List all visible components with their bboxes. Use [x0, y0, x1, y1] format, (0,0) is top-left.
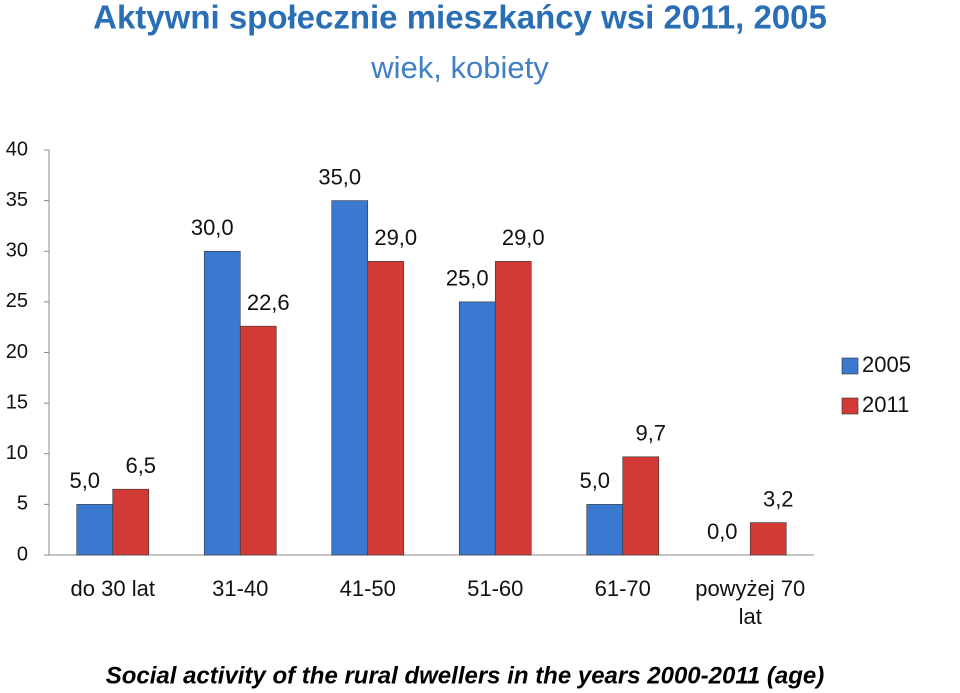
- bar: [76, 504, 114, 556]
- y-tick-label: 25: [6, 290, 28, 312]
- bar: [112, 488, 150, 556]
- y-tick-label: 40: [6, 138, 28, 160]
- value-label: 3,2: [763, 486, 794, 511]
- y-tick-label: 15: [6, 391, 28, 413]
- value-label: 5,0: [579, 468, 610, 493]
- value-label: 6,5: [125, 453, 156, 478]
- y-tick-label: 20: [6, 341, 28, 363]
- y-tick-label: 5: [17, 493, 28, 515]
- value-label: 0,0: [707, 519, 738, 544]
- y-tick-label: 30: [6, 240, 28, 262]
- x-tick-label: 51-60: [467, 576, 524, 601]
- x-tick-label: 41-50: [339, 576, 396, 601]
- value-label: 5,0: [69, 468, 100, 493]
- x-tick-label: 31-40: [212, 576, 269, 601]
- bar: [586, 504, 624, 556]
- value-label: 29,0: [502, 225, 545, 250]
- bar: [458, 301, 496, 556]
- value-label: 29,0: [374, 225, 417, 250]
- x-tick-label: do 30 lat: [70, 576, 155, 601]
- bar: [749, 522, 787, 556]
- bar: [367, 261, 405, 556]
- bar: [494, 261, 532, 556]
- legend-swatch: [841, 397, 859, 415]
- value-label: 22,6: [247, 290, 290, 315]
- bar: [622, 456, 660, 556]
- legend-swatch: [841, 357, 859, 375]
- bar: [331, 200, 369, 556]
- bar: [203, 250, 241, 556]
- value-label: 25,0: [446, 266, 489, 291]
- legend-label: 2011: [862, 392, 909, 417]
- value-label: 35,0: [318, 164, 361, 189]
- value-label: 9,7: [635, 421, 666, 446]
- value-label: 30,0: [191, 215, 234, 240]
- bar: [239, 325, 277, 556]
- y-tick-label: 0: [17, 543, 28, 565]
- legend-label: 2005: [862, 352, 911, 377]
- chart-subtitle: wiek, kobiety: [370, 50, 549, 85]
- x-tick-label: 61-70: [594, 576, 651, 601]
- y-tick-label: 10: [6, 442, 28, 464]
- x-tick-label: powyżej 70 lat: [695, 576, 806, 629]
- caption: Social activity of the rural dwellers in…: [106, 662, 825, 689]
- chart-title: Aktywni społecznie mieszkańcy wsi 2011, …: [93, 0, 827, 36]
- y-tick-label: 35: [6, 189, 28, 211]
